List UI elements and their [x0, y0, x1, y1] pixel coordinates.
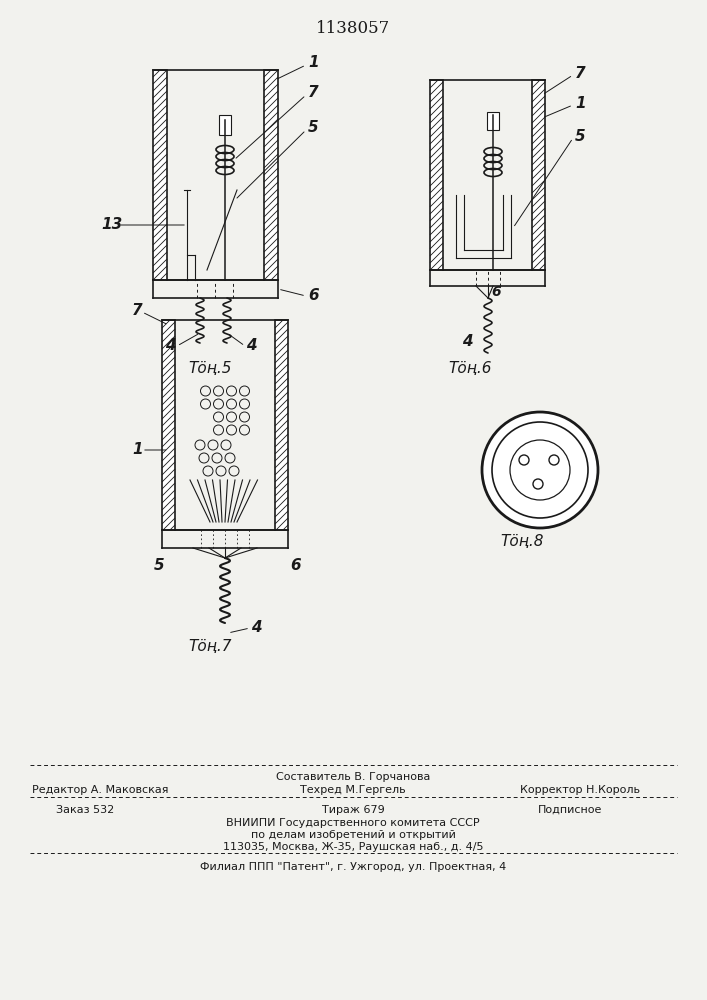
Bar: [532, 80, 545, 270]
Text: Тираж 679: Тираж 679: [322, 805, 385, 815]
Text: 4: 4: [462, 334, 472, 349]
Text: 1: 1: [575, 96, 585, 111]
Text: Редактор А. Маковская: Редактор А. Маковская: [32, 785, 168, 795]
Text: 6: 6: [290, 558, 300, 573]
Text: 6: 6: [491, 285, 501, 299]
Circle shape: [510, 440, 570, 500]
Text: 4: 4: [165, 338, 175, 353]
Text: Техред М.Гергель: Техред М.Гергель: [300, 785, 406, 795]
Circle shape: [482, 412, 598, 528]
Text: 1: 1: [308, 55, 319, 70]
Text: Τӧң.5: Τӧң.5: [188, 361, 232, 376]
Text: Заказ 532: Заказ 532: [56, 805, 114, 815]
Text: 7: 7: [132, 303, 143, 318]
Text: по делам изобретений и открытий: по делам изобретений и открытий: [250, 830, 455, 840]
Text: Τӧң.6: Τӧң.6: [448, 361, 492, 376]
Text: Филиал ППП "Патент", г. Ужгород, ул. Проектная, 4: Филиал ППП "Патент", г. Ужгород, ул. Про…: [200, 862, 506, 872]
Bar: [430, 80, 443, 270]
Bar: [153, 70, 167, 280]
Bar: [487, 112, 499, 130]
Text: Τӧң.7: Τӧң.7: [188, 639, 232, 654]
Text: 13: 13: [101, 217, 122, 232]
Text: ВНИИПИ Государственного комитета СССР: ВНИИПИ Государственного комитета СССР: [226, 818, 480, 828]
Text: 4: 4: [246, 338, 257, 353]
Text: Подписное: Подписное: [538, 805, 602, 815]
Text: 6: 6: [308, 288, 319, 303]
Text: 1: 1: [132, 442, 143, 457]
Bar: [162, 320, 175, 530]
Bar: [275, 320, 288, 530]
Text: 7: 7: [575, 66, 585, 81]
Bar: [219, 115, 231, 135]
Text: 4: 4: [251, 620, 262, 635]
Text: 113035, Москва, Ж-35, Раушская наб., д. 4/5: 113035, Москва, Ж-35, Раушская наб., д. …: [223, 842, 484, 852]
Bar: [264, 70, 278, 280]
Text: Корректор Н.Король: Корректор Н.Король: [520, 785, 640, 795]
Text: 5: 5: [308, 120, 319, 135]
Circle shape: [492, 422, 588, 518]
Text: 7: 7: [308, 85, 319, 100]
Text: 1138057: 1138057: [316, 20, 390, 37]
Text: 5: 5: [154, 558, 165, 573]
Text: 5: 5: [575, 129, 585, 144]
Text: Τӧң.8: Τӧң.8: [501, 534, 544, 549]
Text: Составитель В. Горчанова: Составитель В. Горчанова: [276, 772, 430, 782]
